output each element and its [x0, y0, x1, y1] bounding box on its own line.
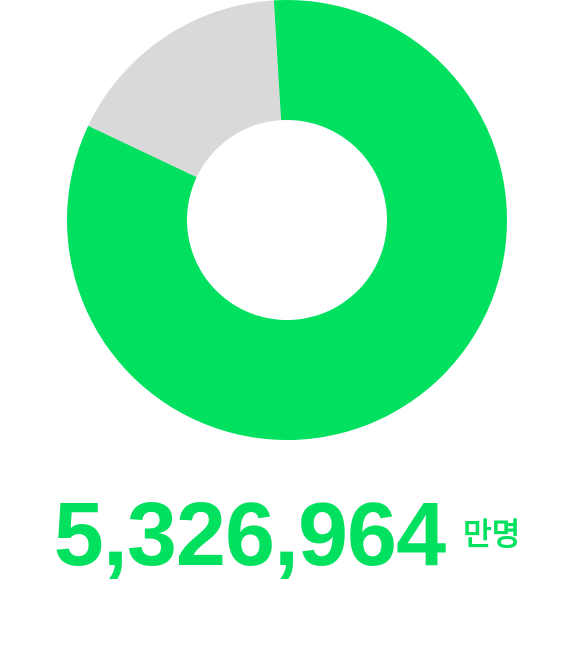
- stat-row: 5,326,964 만명: [0, 490, 574, 590]
- stat-unit: 만명: [463, 517, 521, 553]
- stat-value: 5,326,964: [53, 485, 446, 585]
- donut-slice-1: [66, 0, 507, 441]
- donut-chart-svg: [66, 0, 507, 441]
- donut-chart: [66, 0, 507, 441]
- donut-slice-2: [88, 0, 282, 178]
